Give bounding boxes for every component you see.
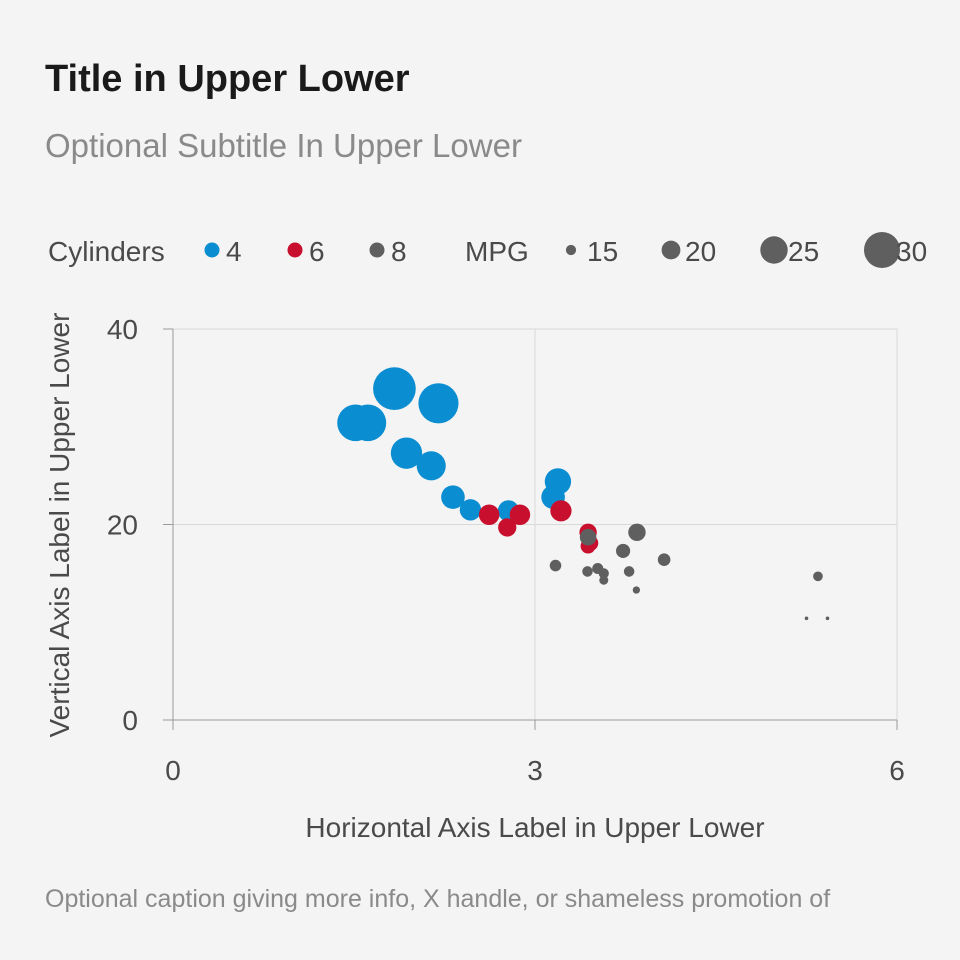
- data-point-cyl-4: [418, 383, 459, 424]
- grid-lines: [172, 328, 898, 721]
- data-point-cyl-8: [598, 568, 609, 579]
- legend-key-mpg-15: [565, 244, 577, 256]
- chart-title: Title in Upper Lower: [45, 58, 410, 100]
- legend-label-mpg-25: 25: [788, 236, 819, 267]
- legend-key-mpg-30: [864, 232, 900, 268]
- data-point-cyl-8: [813, 571, 823, 582]
- data-point-cyl-8: [616, 543, 631, 558]
- data-point-cyl-6: [478, 504, 500, 525]
- data-point-cyl-6: [509, 504, 531, 525]
- legend-color-items: 4 6 8: [204, 236, 407, 267]
- data-point-cyl-4: [390, 437, 423, 469]
- data-point-cyl-8: [632, 586, 640, 594]
- x-tick-label: 0: [165, 755, 181, 786]
- data-point-cyl-6: [550, 500, 572, 522]
- legend-size-title: MPG: [465, 236, 529, 267]
- chart-subtitle: Optional Subtitle In Upper Lower: [45, 127, 522, 164]
- data-point-cyl-4: [373, 367, 416, 410]
- chart-caption: Optional caption giving more info, X han…: [45, 885, 831, 913]
- y-axis-title: Vertical Axis Label in Upper Lower: [44, 313, 75, 738]
- x-axis-title: Horizontal Axis Label in Upper Lower: [305, 812, 764, 843]
- data-point-cyl-8: [804, 616, 809, 621]
- data-point-cyl-4: [337, 404, 374, 442]
- x-tick-label: 3: [527, 755, 543, 786]
- data-point-cyl-4: [441, 485, 465, 509]
- y-tick-label: 0: [122, 705, 138, 736]
- data-point-cyl-6: [498, 518, 517, 537]
- data-point-cyl-8: [599, 575, 609, 585]
- y-tick-label: 20: [107, 510, 138, 541]
- legend-label-mpg-20: 20: [685, 236, 716, 267]
- legend-key-mpg-20: [661, 240, 681, 260]
- data-point-cyl-8: [582, 566, 593, 577]
- data-point-cyl-8: [825, 616, 830, 621]
- legend-label-mpg-30: 30: [896, 236, 927, 267]
- data-point-cyl-8: [579, 528, 597, 546]
- y-tick-label: 40: [107, 314, 138, 345]
- data-point-cyl-8: [623, 566, 635, 577]
- legend-color-title: Cylinders: [48, 236, 165, 267]
- legend-key-mpg-25: [760, 236, 788, 264]
- legend-label-cyl-8: 8: [391, 236, 407, 267]
- legend-label-mpg-15: 15: [587, 236, 618, 267]
- tick-labels: 0 3 6 0 20 40: [107, 314, 905, 786]
- plot-area: 0 3 6 0 20 40: [107, 314, 905, 786]
- data-point-cyl-4: [416, 451, 446, 481]
- data-points: [337, 367, 830, 621]
- data-point-cyl-8: [657, 553, 671, 566]
- legend-size-items: 15 20 25 30: [565, 232, 927, 268]
- data-point-cyl-4: [459, 499, 482, 521]
- legend-label-cyl-4: 4: [226, 236, 242, 267]
- legend: Cylinders 4 6 8 MPG 15 20 25 30: [48, 232, 927, 268]
- legend-key-cyl-6: [287, 242, 303, 258]
- legend-key-cyl-4: [204, 242, 220, 258]
- data-point-cyl-8: [549, 559, 562, 572]
- data-point-cyl-8: [628, 523, 646, 542]
- legend-key-cyl-8: [369, 242, 385, 258]
- x-tick-label: 6: [889, 755, 905, 786]
- axes: [163, 328, 898, 730]
- legend-label-cyl-6: 6: [309, 236, 325, 267]
